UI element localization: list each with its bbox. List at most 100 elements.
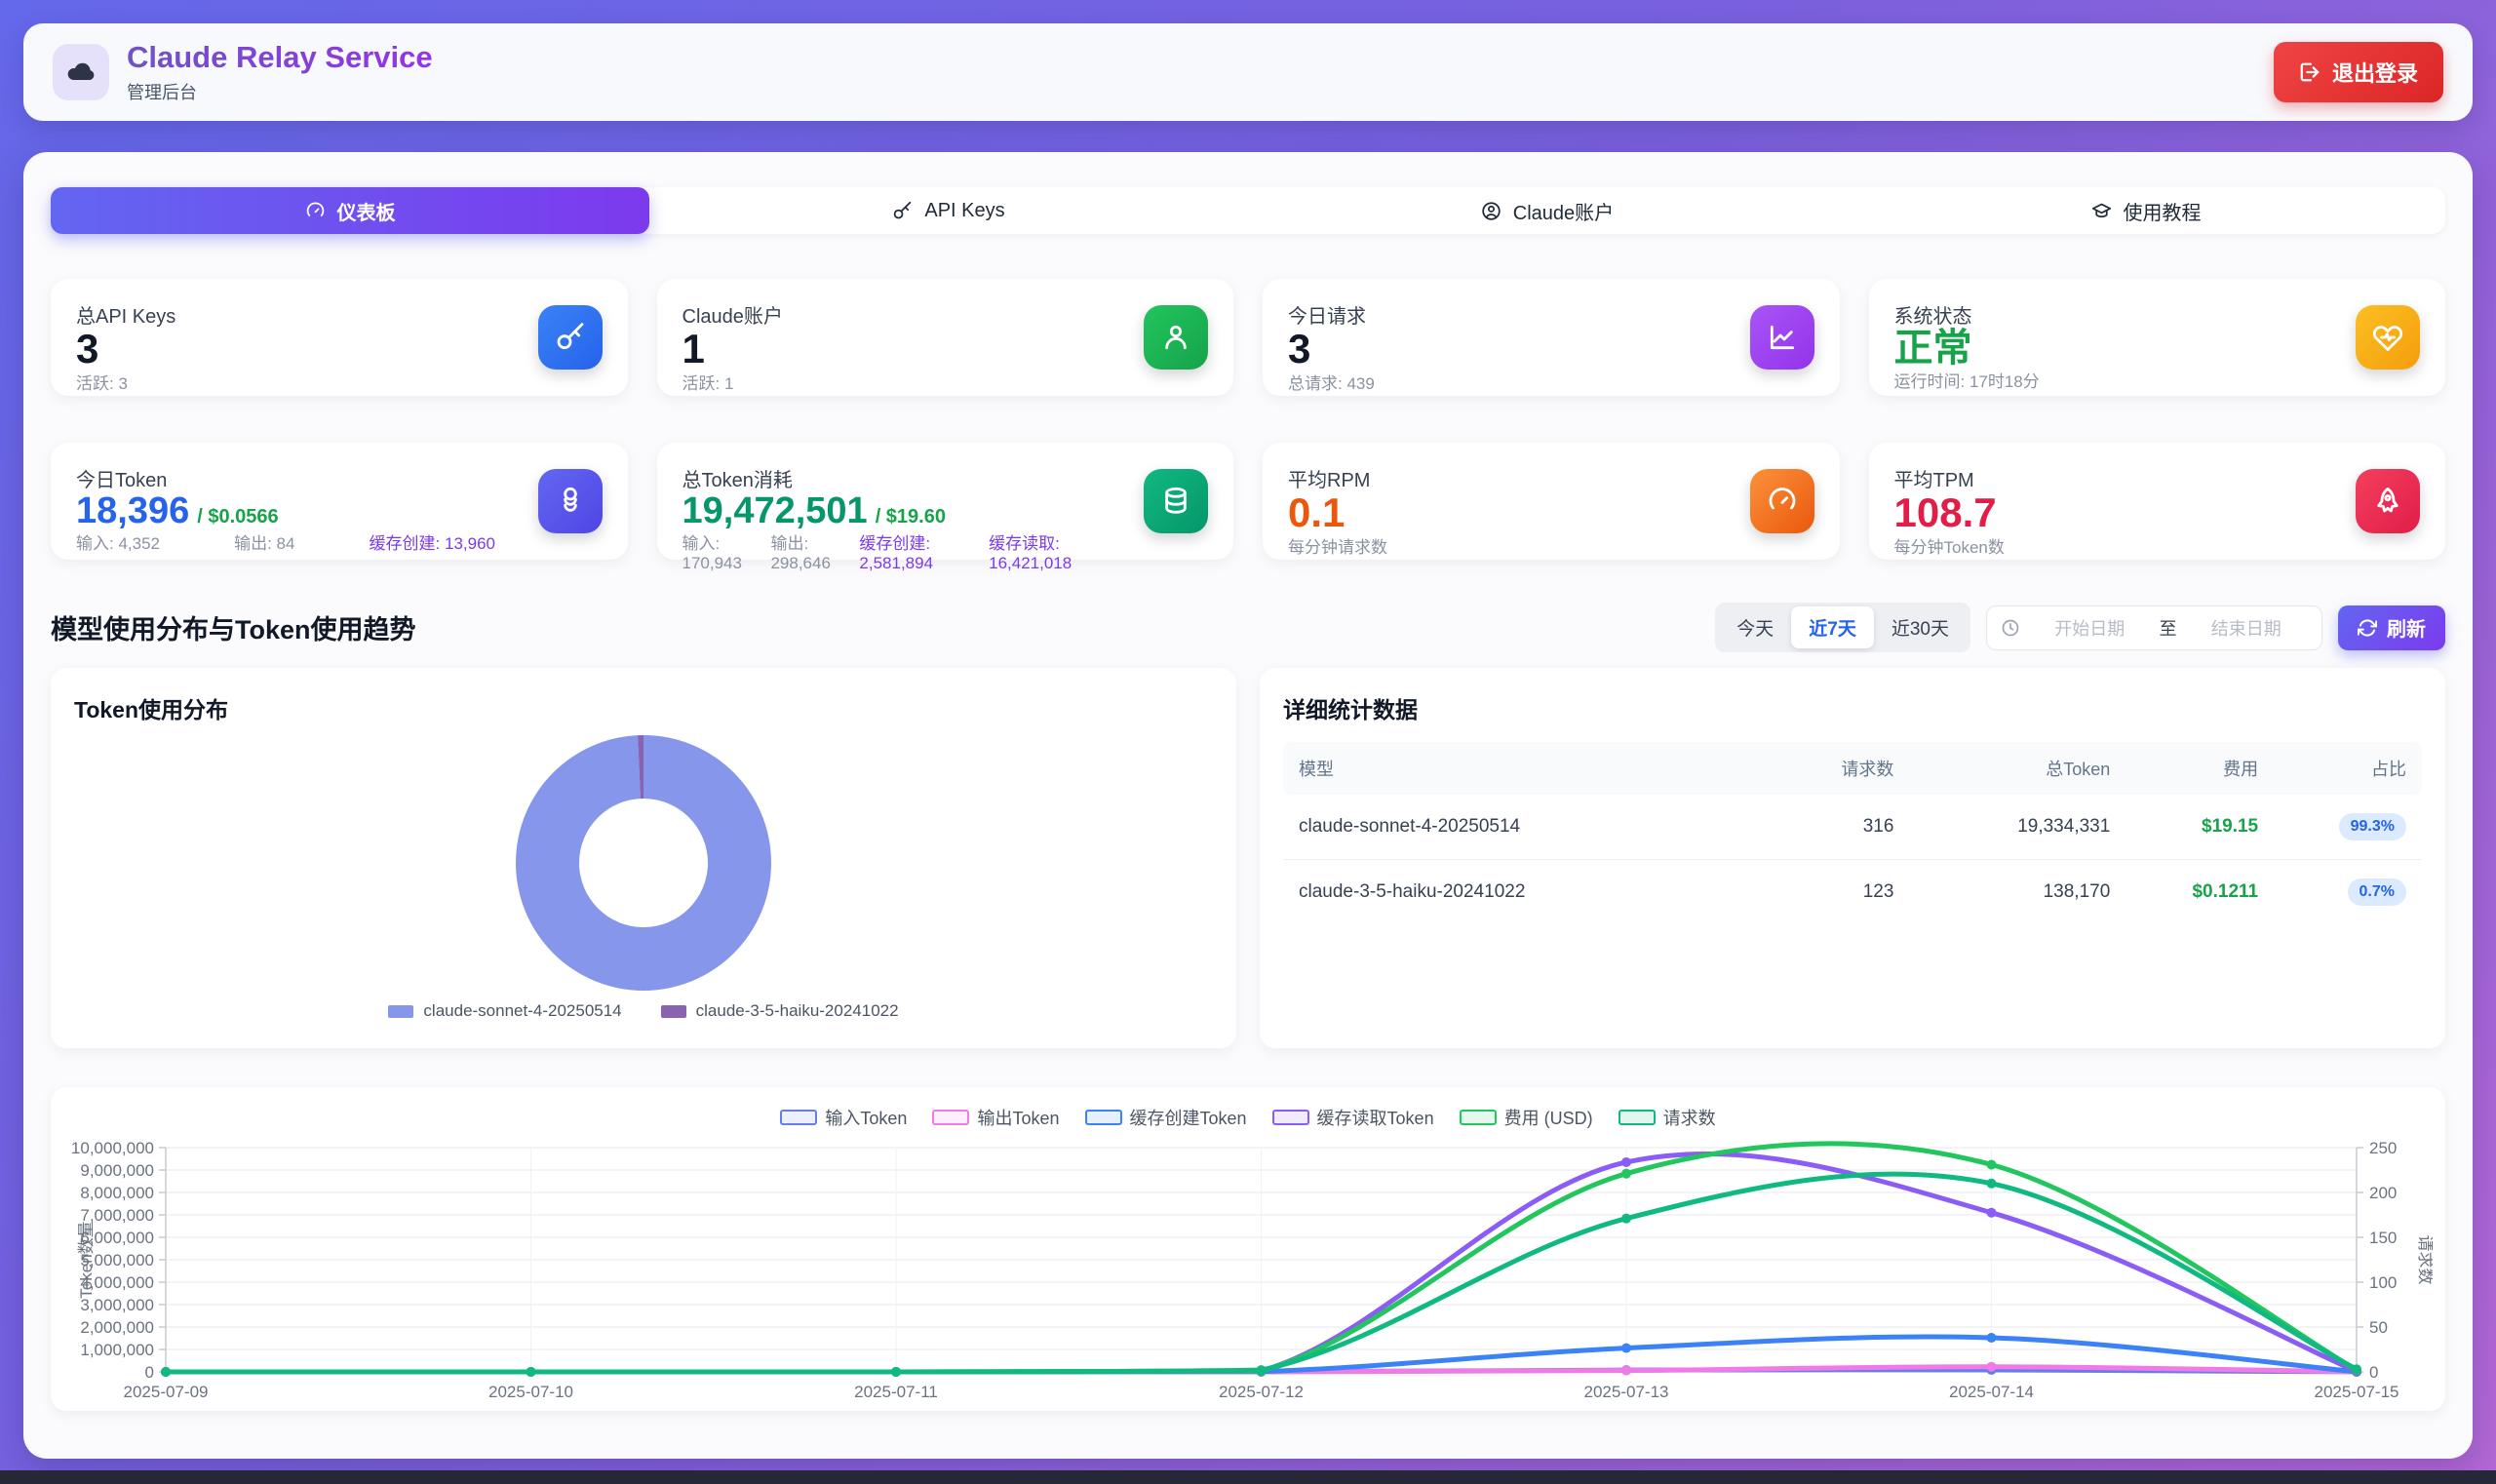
svg-text:6,000,000: 6,000,000 xyxy=(80,1229,154,1247)
stat-card-system-status: 系统状态 正常 运行时间: 17时18分 xyxy=(1868,279,2445,396)
legend-cache-read-token[interactable]: 缓存读取Token xyxy=(1271,1105,1434,1130)
end-date-placeholder[interactable]: 结束日期 xyxy=(2210,618,2282,639)
key-icon xyxy=(894,201,912,218)
svg-text:10,000,000: 10,000,000 xyxy=(71,1139,154,1157)
token-distribution-donut xyxy=(516,735,771,991)
svg-text:2025-07-13: 2025-07-13 xyxy=(1584,1383,1669,1401)
tab-api-keys[interactable]: API Keys xyxy=(649,187,1248,234)
stat-card-rpm: 平均RPM 0.1 每分钟请求数 xyxy=(1263,443,1840,560)
svg-text:2025-07-12: 2025-07-12 xyxy=(1219,1383,1304,1401)
legend-output-token[interactable]: 输出Token xyxy=(932,1105,1060,1130)
svg-text:150: 150 xyxy=(2369,1229,2397,1247)
svg-text:0: 0 xyxy=(2369,1363,2378,1382)
preset-today-button[interactable]: 今天 xyxy=(1719,606,1791,648)
token-distribution-panel: Token使用分布 claude-sonnet-4-20250514 claud… xyxy=(51,668,1236,1048)
svg-text:0: 0 xyxy=(145,1363,154,1382)
legend-swatch xyxy=(1084,1110,1122,1125)
donut-legend-haiku[interactable]: claude-3-5-haiku-20241022 xyxy=(660,1001,899,1021)
table-row: claude-sonnet-4-20250514 316 19,334,331 … xyxy=(1283,795,2422,860)
token-trend-chart: 0 1,000,000 2,000,000 3,000,000 4,000,000 5,0… xyxy=(71,1139,2433,1401)
donut-legend: claude-sonnet-4-20250514 claude-3-5-haik… xyxy=(74,1001,1213,1025)
svg-text:5,000,000: 5,000,000 xyxy=(80,1251,154,1269)
svg-text:2,000,000: 2,000,000 xyxy=(80,1318,154,1337)
logout-button[interactable]: 退出登录 xyxy=(2273,42,2443,102)
legend-requests[interactable]: 请求数 xyxy=(1618,1105,1716,1130)
legend-swatch xyxy=(388,1004,414,1018)
coins-icon xyxy=(563,487,577,512)
tab-tutorial[interactable]: 使用教程 xyxy=(1847,187,2445,234)
share-badge: 0.7% xyxy=(2347,879,2406,906)
legend-input-token[interactable]: 输入Token xyxy=(780,1105,907,1130)
status-ok: 正常 xyxy=(1893,327,1972,370)
legend-swatch xyxy=(1271,1110,1309,1125)
main-card: 仪表板 API Keys Claude账户 使用教程 总API Keys 3 xyxy=(23,152,2473,1459)
date-range-to: 至 xyxy=(2159,618,2177,639)
donut-legend-sonnet[interactable]: claude-sonnet-4-20250514 xyxy=(388,1001,622,1021)
heart-pulse-icon xyxy=(2372,326,2403,351)
start-date-placeholder[interactable]: 开始日期 xyxy=(2054,618,2126,639)
graduation-cap-icon xyxy=(2091,203,2111,217)
tachometer-tile xyxy=(1749,469,1814,533)
app-title: Claude Relay Service xyxy=(127,40,433,74)
section-title: 模型使用分布与Token使用趋势 xyxy=(51,615,416,644)
key-tile xyxy=(537,305,603,370)
heart-pulse-tile xyxy=(2356,305,2420,370)
legend-cache-create-token[interactable]: 缓存创建Token xyxy=(1084,1105,1247,1130)
svg-text:2025-07-09: 2025-07-09 xyxy=(124,1383,209,1401)
tab-dashboard[interactable]: 仪表板 xyxy=(51,187,649,234)
svg-text:2025-07-14: 2025-07-14 xyxy=(1949,1383,2034,1401)
cloud-icon xyxy=(67,62,95,80)
preset-7d-button[interactable]: 近7天 xyxy=(1791,606,1874,648)
model-stats-table: 模型 请求数 总Token 费用 占比 claude-sonnet-4-2025… xyxy=(1283,742,2422,924)
filter-controls: 今天 近7天 近30天 开始日期 至 结束日期 刷新 xyxy=(1715,603,2445,652)
bottom-strip xyxy=(0,1470,2496,1484)
date-preset-segmented: 今天 近7天 近30天 xyxy=(1715,603,1970,652)
share-badge: 99.3% xyxy=(2338,813,2406,840)
user-circle-icon xyxy=(1482,201,1501,220)
svg-text:请求数: 请求数 xyxy=(2416,1235,2433,1285)
date-range-input[interactable]: 开始日期 至 结束日期 xyxy=(1986,605,2322,650)
tab-bar: 仪表板 API Keys Claude账户 使用教程 xyxy=(51,187,2445,234)
svg-text:1,000,000: 1,000,000 xyxy=(80,1341,154,1359)
table-row: claude-3-5-haiku-20241022 123 138,170 $0… xyxy=(1283,860,2422,925)
refresh-button[interactable]: 刷新 xyxy=(2338,605,2445,650)
stats-table-panel: 详细统计数据 模型 请求数 总Token 费用 占比 claude-s xyxy=(1260,668,2445,1048)
stat-label: 总API Keys xyxy=(76,306,176,328)
logout-label: 退出登录 xyxy=(2331,61,2418,86)
tab-claude-accounts[interactable]: Claude账户 xyxy=(1248,187,1847,234)
svg-text:2025-07-15: 2025-07-15 xyxy=(2315,1383,2399,1401)
chart-line-tile xyxy=(1749,305,1814,370)
svg-text:2025-07-11: 2025-07-11 xyxy=(854,1383,938,1401)
svg-text:50: 50 xyxy=(2369,1318,2388,1337)
token-trend-panel: 输入Token 输出Token 缓存创建Token 缓存读取Token 费用 (… xyxy=(51,1087,2445,1411)
clock-icon xyxy=(2002,619,2019,636)
user-tile xyxy=(1144,305,1208,370)
database-tile xyxy=(1144,469,1208,533)
header: Claude Relay Service 管理后台 退出登录 xyxy=(23,23,2473,121)
refresh-icon xyxy=(2358,618,2377,637)
legend-cost-usd[interactable]: 费用 (USD) xyxy=(1459,1105,1593,1130)
cloud-logo xyxy=(53,44,109,100)
legend-swatch xyxy=(780,1110,818,1125)
legend-swatch xyxy=(932,1110,970,1125)
donut-hole xyxy=(579,799,708,927)
stat-grid: 总API Keys 3 活跃: 3 Claude账户 1 活跃: 1 xyxy=(51,279,2445,572)
svg-text:4,000,000: 4,000,000 xyxy=(80,1273,154,1292)
key-icon xyxy=(557,323,583,350)
svg-text:8,000,000: 8,000,000 xyxy=(80,1184,154,1202)
svg-text:9,000,000: 9,000,000 xyxy=(80,1161,154,1180)
user-icon xyxy=(1165,325,1187,350)
stat-card-api-keys: 总API Keys 3 活跃: 3 xyxy=(51,279,628,396)
sign-out-icon xyxy=(2300,62,2320,82)
preset-30d-button[interactable]: 近30天 xyxy=(1874,606,1967,648)
panels-row: Token使用分布 claude-sonnet-4-20250514 claud… xyxy=(51,668,2445,1048)
table-panel-title: 详细统计数据 xyxy=(1283,697,1418,722)
stat-value: 3 xyxy=(76,326,99,371)
legend-swatch xyxy=(1459,1110,1497,1125)
trend-legend: 输入Token 输出Token 缓存创建Token 缓存读取Token 费用 (… xyxy=(70,1101,2426,1138)
stat-card-today-token: 今日Token 18,396/ $0.0566 输入: 4,352 输出: 84… xyxy=(51,443,628,560)
stat-card-today-requests: 今日请求 3 总请求: 439 xyxy=(1263,279,1840,396)
tachometer-icon xyxy=(1769,488,1795,510)
svg-text:7,000,000: 7,000,000 xyxy=(80,1206,154,1225)
chart-line-icon xyxy=(1770,325,1794,350)
